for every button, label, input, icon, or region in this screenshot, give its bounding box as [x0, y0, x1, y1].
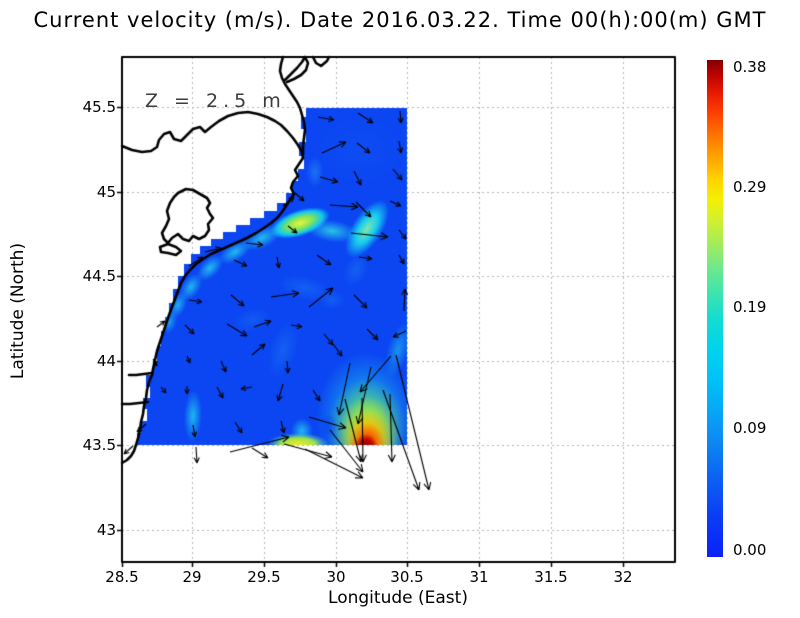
- x-tick-label: 32: [613, 568, 633, 586]
- x-tick-label: 31: [469, 568, 489, 586]
- colorbar-tick-label: 0.09: [733, 418, 767, 437]
- y-tick-label: 45: [96, 183, 116, 201]
- y-tick-label: 43: [96, 521, 116, 539]
- colorbar-tick-label: 0.19: [733, 298, 767, 316]
- y-tick-label: 44.5: [82, 267, 116, 285]
- x-tick-label: 28.5: [105, 568, 139, 586]
- depth-annotation: Z = 2.5 m: [145, 90, 286, 112]
- x-tick-label: 29: [182, 568, 202, 586]
- y-tick-label: 44: [96, 352, 116, 370]
- x-tick-label: 30.5: [390, 568, 424, 586]
- y-tick-label: 45.5: [82, 98, 116, 116]
- y-tick-label: 43.5: [82, 436, 116, 454]
- colorbar: [707, 60, 723, 557]
- x-tick-label: 29.5: [247, 568, 281, 586]
- colorbar-tick-label: 0.00: [733, 540, 767, 559]
- y-axis-label: Latitude (North): [8, 242, 28, 380]
- x-tick-label: 31.5: [534, 568, 568, 586]
- colorbar-tick-label: 0.29: [733, 177, 767, 196]
- colorbar-tick-label: 0.38: [733, 58, 767, 77]
- x-axis-label: Longitude (East): [328, 588, 468, 608]
- x-tick-label: 30: [326, 568, 346, 586]
